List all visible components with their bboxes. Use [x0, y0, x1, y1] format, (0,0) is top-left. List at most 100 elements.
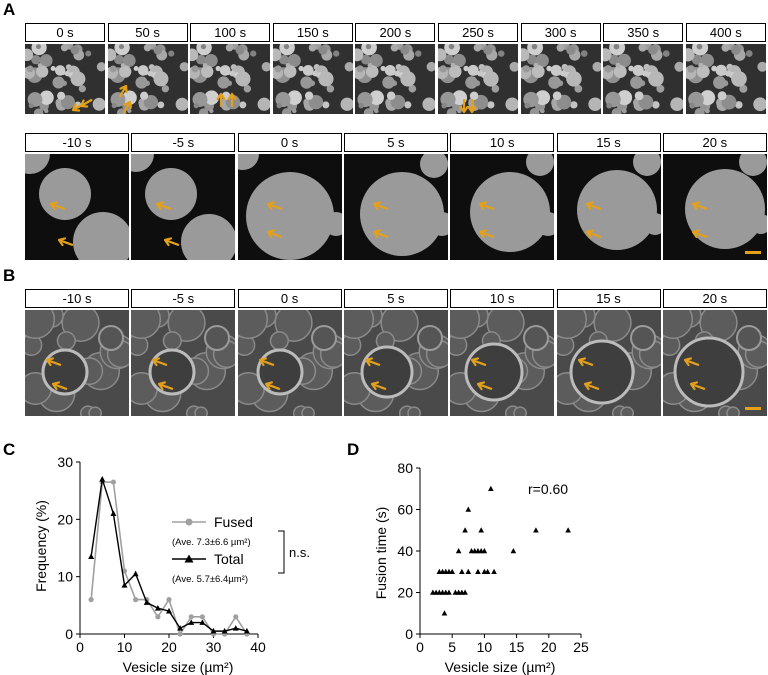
series-total-point — [154, 605, 161, 611]
legend-fused-marker — [185, 518, 193, 526]
panel-a-row2-time-label: 15 s — [556, 133, 661, 152]
panel-a-row1-time-label: 350 s — [603, 23, 684, 42]
arrow-marker — [691, 201, 708, 211]
chart-d-y-tick-label: 20 — [397, 585, 413, 601]
arrow-marker — [79, 98, 93, 108]
arrow-marker — [258, 357, 274, 367]
chart-c-x-tick-label: 30 — [206, 639, 222, 655]
panel-a-row2-frame — [343, 154, 448, 260]
legend-fused-ave: (Ave. 7.3±6.6 µm²) — [172, 537, 251, 548]
scatter-point — [455, 548, 462, 554]
series-fused-point — [199, 614, 205, 620]
panel-a-row1-frame — [272, 44, 353, 114]
arrow-marker — [118, 84, 128, 98]
panel-b-row-frame — [450, 310, 555, 416]
scatter-point — [441, 610, 448, 616]
panel-a-row1-time-label: 400 s — [685, 23, 766, 42]
chart-d: 0 20 40 60 80 0 5 10 15 20 25 Fusion time (s) Vesi… — [373, 460, 589, 675]
chart-d-y-tick-label: 40 — [397, 543, 413, 559]
panel-b-row-time-label: 15 s — [556, 289, 661, 308]
chart-c-x-tick-label: 10 — [117, 639, 133, 655]
panel-a-row2-time-label: 0 s — [237, 133, 342, 152]
scatter-point — [484, 568, 491, 574]
panel-a-row1-frame — [355, 44, 436, 114]
panel-b-row-time-label: 5 s — [343, 289, 448, 308]
legend-fused-label: Fused — [214, 514, 253, 530]
panel-a-row1-time-label: 150 s — [272, 23, 353, 42]
scatter-point — [465, 568, 472, 574]
series-total-point — [88, 553, 95, 559]
series-total-point — [177, 625, 184, 631]
panel-b-row-time-label: 20 s — [662, 289, 767, 308]
panel-b-row-frame — [25, 310, 129, 416]
series-total-point — [243, 627, 250, 634]
arrow-marker — [216, 92, 226, 108]
panel-a-row1-frame — [107, 44, 188, 114]
chart-c-x-tick-label: 20 — [161, 639, 177, 655]
panel-a-row1-frame — [438, 44, 518, 114]
panel-b-row-frame — [237, 310, 342, 416]
chart-d-xlabel: Vesicle size (µm²) — [445, 659, 556, 675]
panel-b-row-frame — [662, 310, 767, 416]
chart-d-x-tick-label: 0 — [416, 639, 424, 655]
arrow-marker — [689, 381, 706, 391]
panel-a-row2-frame — [556, 154, 661, 260]
series-total-point — [110, 510, 117, 516]
legend-significance: n.s. — [289, 545, 310, 560]
panel-a-row1-frame — [190, 44, 271, 114]
legend-total-label: Total — [214, 551, 244, 567]
panel-a-row1-time-label: 300 s — [520, 23, 601, 42]
panel-a-row1-frame — [25, 44, 105, 114]
scatter-point — [475, 568, 481, 574]
chart-d-x-tick-label: 15 — [509, 639, 525, 655]
chart-d-x-tick-label: 25 — [573, 639, 589, 655]
panel-a-row1-time-label: 50 s — [107, 23, 188, 42]
series-fused-point — [166, 597, 172, 603]
panel-a-row1-time-label: 0 s — [25, 23, 105, 42]
legend-total-marker — [184, 554, 194, 563]
chart-c-axes: 0 10 20 30 0 10 20 30 40 — [57, 454, 266, 655]
arrow-marker — [51, 381, 68, 391]
arrow-marker — [479, 201, 495, 211]
chart-c-y-tick-label: 0 — [65, 626, 73, 642]
series-total-point — [221, 627, 228, 634]
panel-a-row2-time-label: -10 s — [25, 133, 129, 152]
chart-c-xlabel: Vesicle size (µm²) — [123, 659, 234, 675]
arrow-marker — [264, 381, 280, 391]
arrow-marker — [49, 201, 66, 211]
panel-b-row-time-label: 10 s — [450, 289, 555, 308]
panel-b-row-frame — [343, 310, 448, 416]
chart-d-axes: 0 20 40 60 80 0 5 10 15 20 25 — [397, 460, 589, 655]
panel-a-row1-time-label: 100 s — [190, 23, 271, 42]
scatter-point — [446, 589, 452, 595]
chart-d-y-tick-label: 80 — [397, 460, 413, 476]
panel-label-d: D — [347, 440, 360, 459]
scale-bar — [744, 251, 761, 254]
series-total-point — [143, 599, 150, 605]
chart-d-annotation: r=0.60 — [528, 481, 568, 497]
series-fused-point — [188, 614, 194, 620]
arrow-marker — [577, 357, 593, 367]
scale-bar — [744, 407, 761, 410]
arrow-marker — [164, 237, 180, 247]
scatter-point — [465, 506, 472, 512]
panel-label-b: B — [3, 266, 16, 285]
arrow-marker — [364, 357, 381, 367]
panel-a-row2-frame — [237, 154, 342, 260]
series-total-point — [132, 570, 139, 577]
arrow-marker — [467, 98, 477, 114]
arrow-marker — [227, 92, 237, 108]
chart-d-x-tick-label: 5 — [448, 639, 456, 655]
panel-a-row2-frame — [25, 154, 129, 260]
panel-a-row1-time-label: 250 s — [438, 23, 518, 42]
panel-b-row-time-label: -5 s — [131, 289, 236, 308]
scatter-point — [533, 527, 539, 533]
panel-a-row2-frame — [662, 154, 767, 260]
chart-c-legend: Fused (Ave. 7.3±6.6 µm²) Total (Ave. 5.7… — [172, 514, 310, 585]
arrow-marker — [372, 201, 389, 211]
panel-a-row2-time-label: -5 s — [131, 133, 236, 152]
panel-a-row1-time-label: 200 s — [355, 23, 436, 42]
series-fused-point — [155, 614, 161, 620]
panel-a-row2-time-label: 5 s — [343, 133, 448, 152]
arrow-marker — [156, 201, 172, 211]
